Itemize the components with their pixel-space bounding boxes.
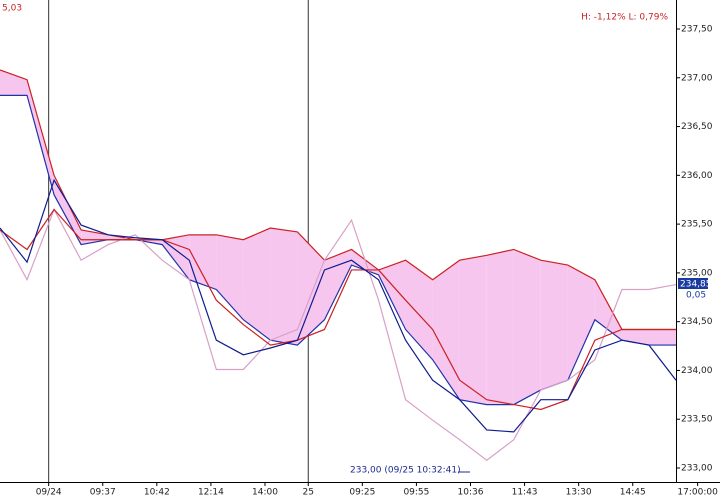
x-tick-label: 09:37 bbox=[90, 488, 116, 498]
x-tick-label: 17:00:00 bbox=[677, 488, 718, 498]
series-line bbox=[0, 208, 676, 411]
x-tick-label: 12:14 bbox=[198, 488, 224, 498]
cloud-segment bbox=[270, 228, 298, 346]
y-tick-label: 235,00 bbox=[681, 268, 713, 278]
y-tick-label: 235,50 bbox=[681, 220, 713, 230]
price-box bbox=[678, 278, 708, 289]
cloud-segment bbox=[513, 249, 541, 405]
y-tick-label: 236,50 bbox=[681, 122, 713, 132]
cloud-segment bbox=[54, 175, 82, 245]
x-tick-label: 09/24 bbox=[36, 488, 62, 498]
y-tick-label: 237,50 bbox=[681, 25, 713, 35]
cloud-segment bbox=[243, 228, 271, 341]
y-tick-label: 234,50 bbox=[681, 317, 713, 327]
cloud-segment bbox=[27, 79, 55, 195]
y-tick-label: 233,00 bbox=[681, 464, 713, 474]
cloud-segment bbox=[432, 260, 460, 400]
cloud-segment bbox=[162, 234, 190, 280]
cloud-segment bbox=[459, 255, 487, 405]
cloud-segment bbox=[540, 260, 568, 390]
cloud-segment bbox=[351, 249, 379, 275]
x-tick-label: 09:25 bbox=[349, 488, 375, 498]
x-tick-label: 13:30 bbox=[566, 488, 592, 498]
y-tick-label: 236,00 bbox=[681, 171, 713, 181]
cloud-segment bbox=[189, 234, 217, 290]
cloud-segment bbox=[297, 231, 325, 346]
x-tick-label: 14:45 bbox=[620, 488, 646, 498]
cloud-segment bbox=[0, 69, 28, 96]
cloud-segment bbox=[216, 234, 244, 320]
cloud-segment bbox=[567, 265, 595, 381]
x-tick-label: 10:36 bbox=[458, 488, 484, 498]
marks bbox=[0, 0, 677, 482]
stats: H: -1,12% L: 0,79% bbox=[581, 13, 668, 23]
series-line bbox=[0, 178, 677, 433]
cloud-segment bbox=[594, 279, 622, 341]
cloud-segment bbox=[648, 329, 676, 346]
x-tick-label: 10:42 bbox=[144, 488, 170, 498]
cloud-segment bbox=[81, 229, 109, 245]
x-tick-label: 25 bbox=[303, 488, 314, 498]
series-line bbox=[0, 208, 677, 461]
y-tick-label: 233,50 bbox=[681, 415, 713, 425]
x-tick-label: 09:55 bbox=[403, 488, 429, 498]
x-tick-label: 14:00 bbox=[252, 488, 278, 498]
top-left-label: 5,03 bbox=[2, 4, 22, 14]
cloud-segment bbox=[486, 249, 514, 405]
y-tick-label: 234,00 bbox=[681, 366, 713, 376]
cloud-segment bbox=[405, 260, 433, 360]
last-price: 234,85 bbox=[680, 280, 712, 290]
change: 0,05 bbox=[686, 291, 706, 301]
x-tick-label: 11:43 bbox=[512, 488, 538, 498]
annotation: 233,00 (09/25 10:32:41) bbox=[350, 466, 461, 476]
y-tick-label: 237,00 bbox=[681, 73, 713, 83]
